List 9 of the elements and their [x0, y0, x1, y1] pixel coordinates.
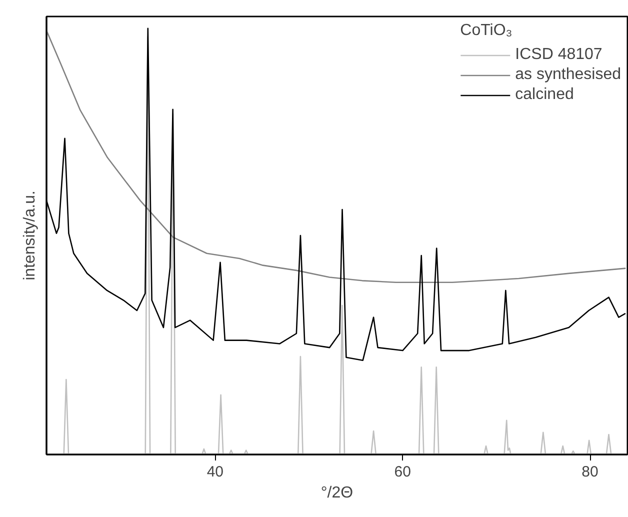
- x-tick-label: 60: [394, 464, 411, 480]
- legend-label: calcined: [515, 86, 574, 104]
- legend-label: as synthesised: [515, 66, 621, 84]
- y-axis-title: intensity/a.u.: [22, 190, 38, 280]
- x-axis-title: °/2Θ: [320, 484, 354, 502]
- x-tick-label: 80: [582, 464, 598, 480]
- x-tick-label: 40: [206, 464, 224, 480]
- legend-title: CoTiO₃: [460, 22, 514, 40]
- legend-label: ICSD 48107: [515, 46, 602, 64]
